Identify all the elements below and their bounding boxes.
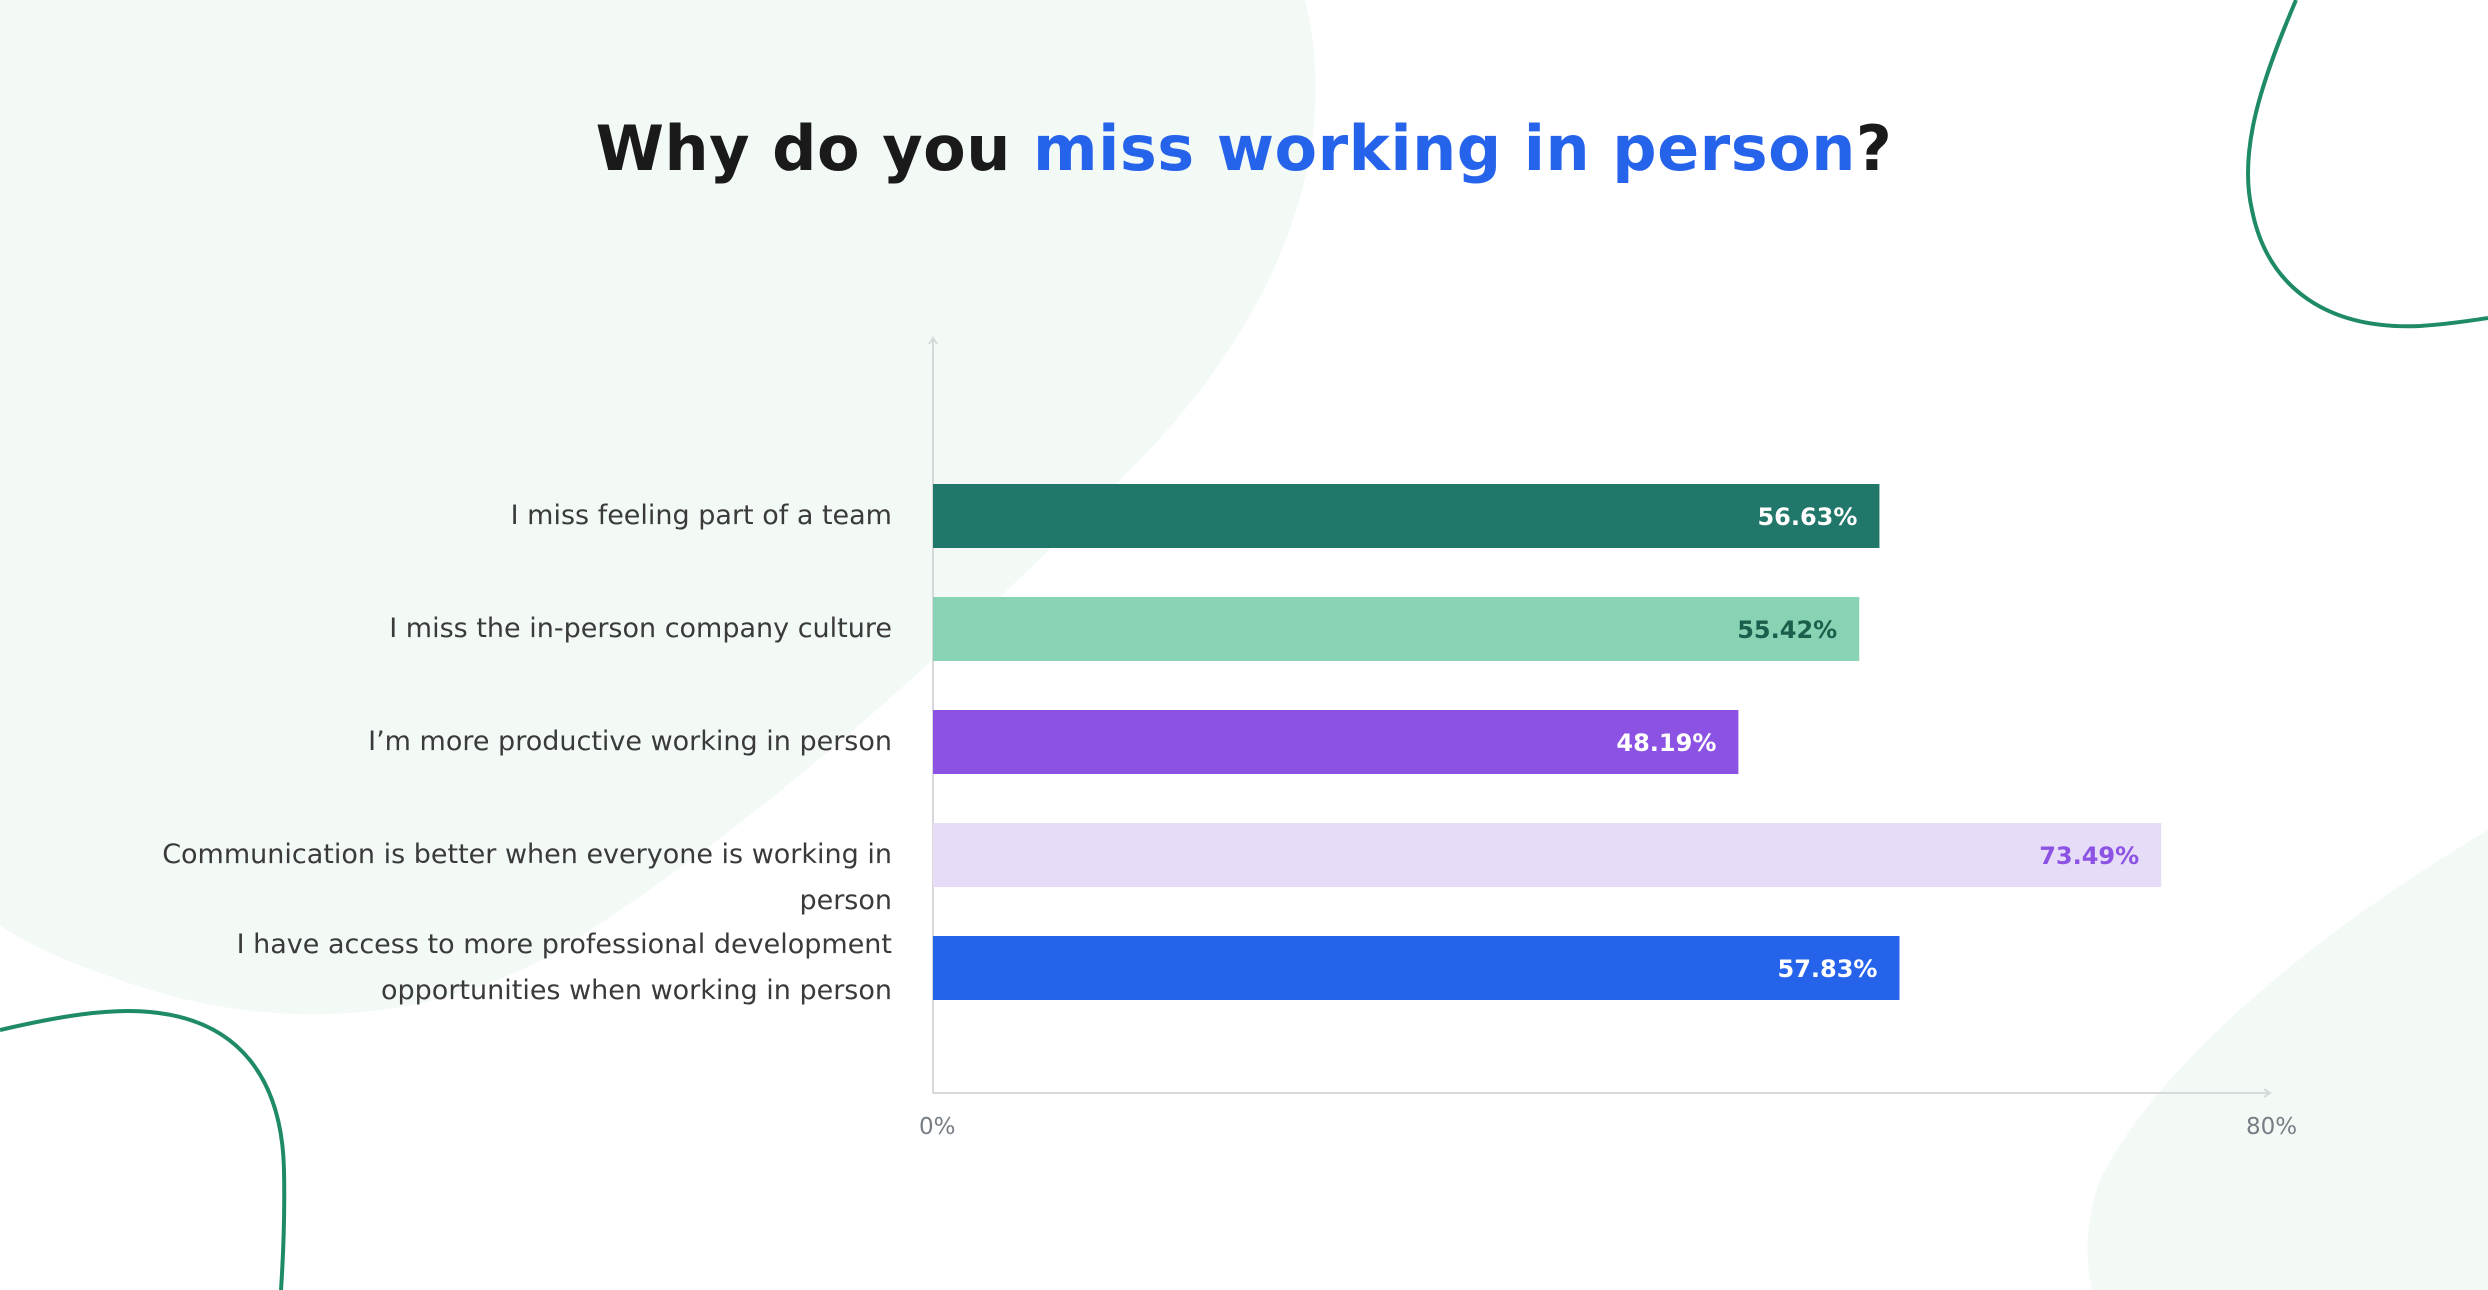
title-highlight: miss working in person [1032, 112, 1856, 185]
category-label-line: I miss the in-person company culture [389, 613, 892, 644]
decor-blob-bottom-right [2087, 830, 2488, 1290]
category-label: I miss feeling part of a team [72, 493, 892, 539]
bar [933, 710, 1739, 774]
bar [933, 484, 1880, 548]
x-tick-label: 80% [2246, 1114, 2298, 1140]
decor-blob-top-left [0, 0, 1316, 1015]
category-label-line: I’m more productive working in person [368, 726, 892, 757]
category-label: Communication is better when everyone is… [72, 832, 892, 924]
title-suffix: ? [1855, 112, 1893, 185]
title-prefix: Why do you [595, 112, 1033, 185]
x-tick-label: 0% [919, 1114, 956, 1140]
y-axis-arrow [928, 336, 938, 345]
category-label: I have access to more professional devel… [72, 922, 892, 1014]
bar-value-label: 73.49% [2039, 842, 2139, 870]
bar-value-label: 57.83% [1778, 955, 1878, 983]
bar-value-label: 56.63% [1757, 503, 1857, 531]
bar-value-label: 48.19% [1616, 729, 1716, 757]
category-label-line: I miss feeling part of a team [510, 500, 892, 531]
category-label: I’m more productive working in person [72, 719, 892, 765]
bar-value-label: 55.42% [1737, 616, 1837, 644]
bar [933, 823, 2162, 887]
bar [933, 597, 1860, 661]
category-label-line: Communication is better when everyone is… [162, 839, 892, 916]
decor-curve-top-right [2245, 0, 2488, 329]
decor-curve-bottom-left [0, 1008, 287, 1290]
x-axis-arrow [2263, 1088, 2272, 1098]
category-label-line: I have access to more professional devel… [236, 929, 892, 960]
bar [933, 936, 1900, 1000]
category-label-line: opportunities when working in person [381, 975, 892, 1006]
category-label: I miss the in-person company culture [72, 606, 892, 652]
page-title: Why do you miss working in person? [0, 112, 2488, 185]
